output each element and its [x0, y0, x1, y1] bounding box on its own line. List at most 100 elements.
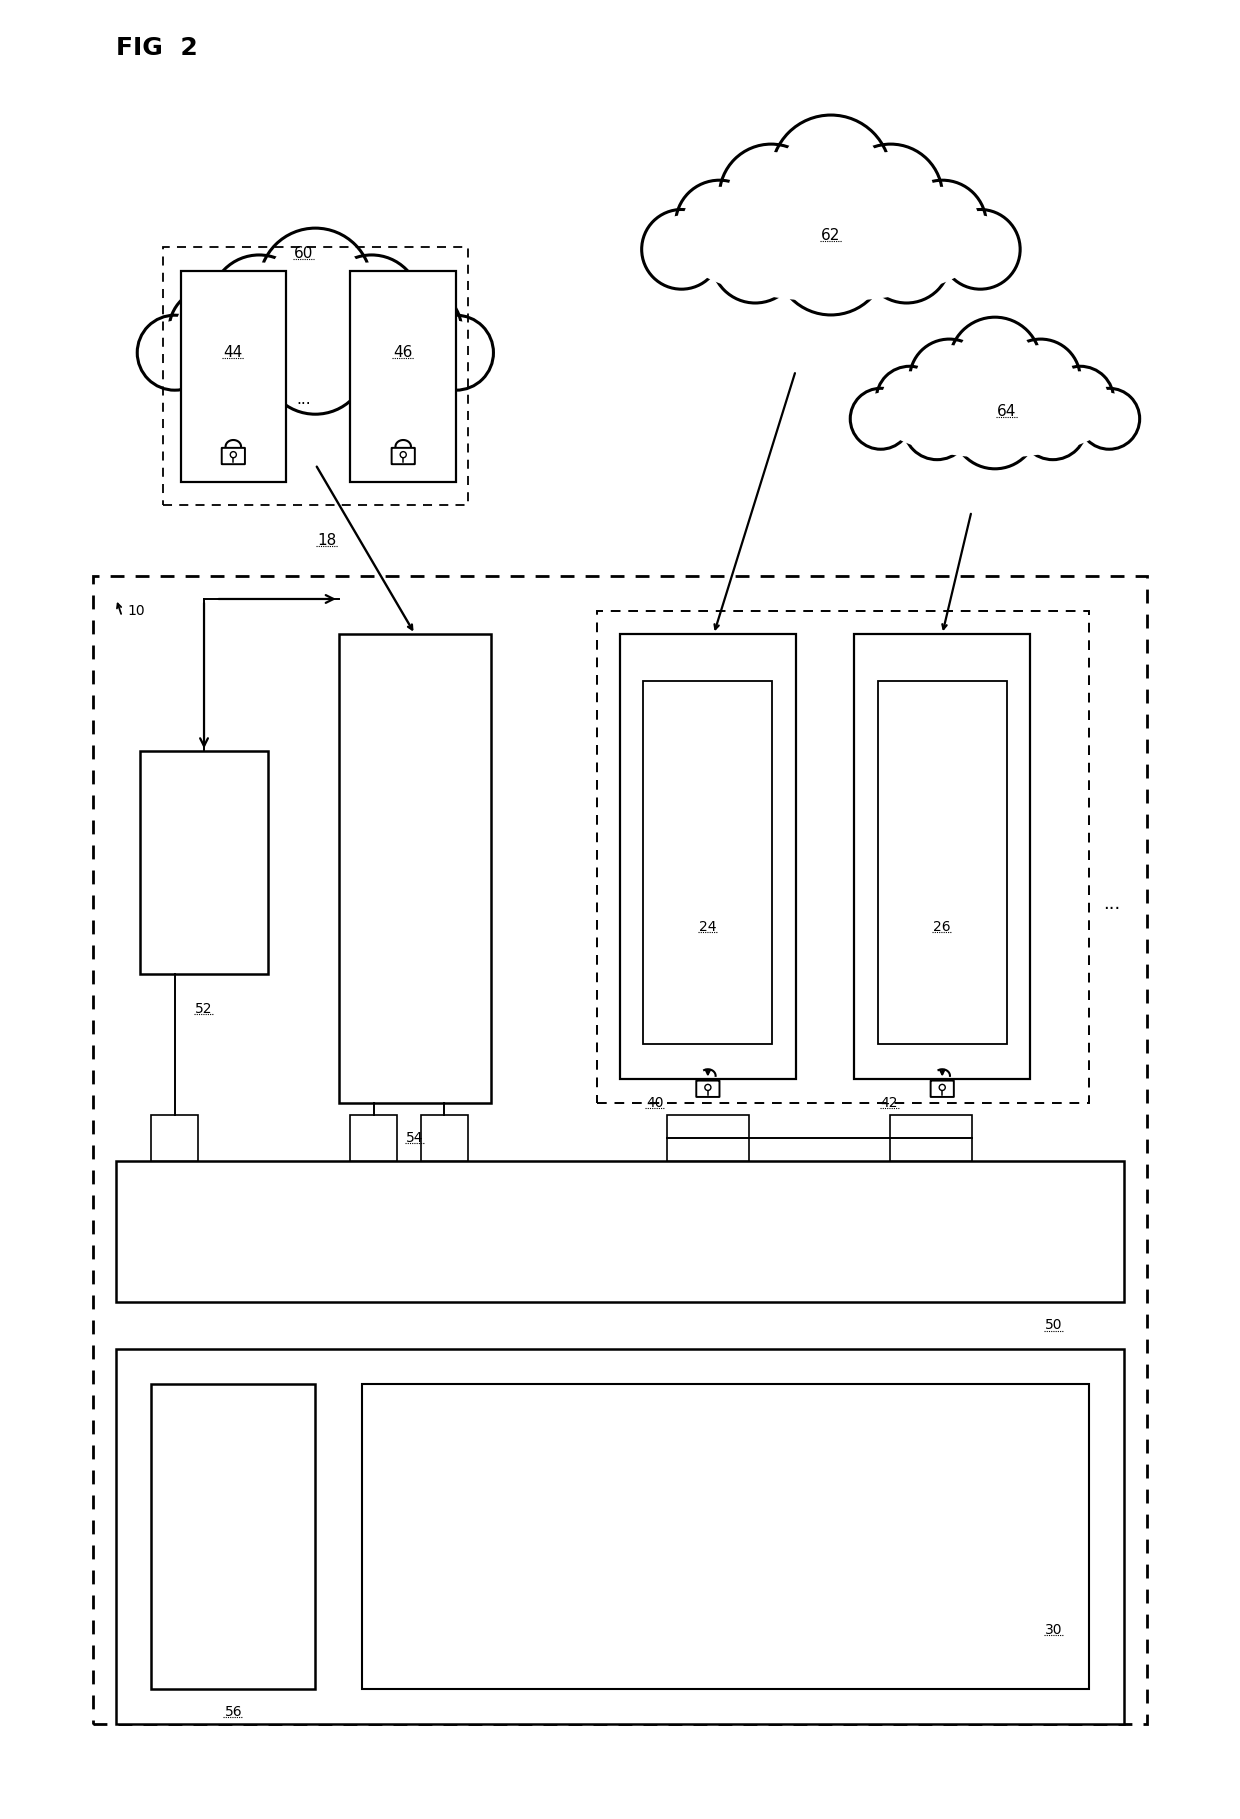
Bar — [151, 1384, 315, 1688]
Bar — [854, 635, 1030, 1079]
Text: 62: 62 — [821, 227, 841, 244]
Bar — [620, 635, 796, 1079]
Circle shape — [847, 151, 935, 240]
Text: ...: ... — [296, 393, 311, 407]
Circle shape — [647, 215, 715, 284]
Circle shape — [346, 320, 428, 404]
Circle shape — [959, 389, 1032, 462]
Text: 64: 64 — [997, 404, 1017, 418]
Bar — [889, 1115, 971, 1161]
Circle shape — [211, 255, 308, 353]
Circle shape — [138, 315, 212, 391]
Circle shape — [322, 255, 420, 353]
Bar — [339, 635, 491, 1102]
Circle shape — [1024, 398, 1081, 455]
Text: 44: 44 — [223, 346, 243, 360]
Circle shape — [330, 262, 413, 346]
Circle shape — [270, 317, 360, 406]
Text: 50: 50 — [1045, 1319, 1063, 1333]
Ellipse shape — [165, 284, 465, 400]
Bar — [362, 1384, 1089, 1688]
Circle shape — [1019, 393, 1086, 460]
Circle shape — [386, 295, 455, 364]
Text: 56: 56 — [224, 1704, 242, 1719]
Circle shape — [851, 387, 911, 449]
Circle shape — [641, 209, 722, 289]
Circle shape — [1047, 366, 1114, 433]
Text: 10: 10 — [128, 604, 145, 618]
Circle shape — [780, 124, 882, 226]
FancyBboxPatch shape — [222, 447, 246, 464]
Bar — [140, 751, 269, 973]
Text: 18: 18 — [317, 533, 337, 548]
Circle shape — [704, 1084, 711, 1090]
Circle shape — [259, 227, 372, 340]
Text: 46: 46 — [393, 346, 413, 360]
Bar — [351, 271, 456, 482]
Circle shape — [210, 327, 279, 397]
Circle shape — [718, 222, 792, 296]
Text: 24: 24 — [699, 920, 717, 935]
Circle shape — [175, 295, 246, 364]
Bar — [117, 1350, 1123, 1724]
Circle shape — [401, 451, 407, 458]
FancyBboxPatch shape — [697, 1080, 719, 1097]
Circle shape — [263, 309, 368, 415]
Text: ...: ... — [1104, 895, 1121, 913]
Circle shape — [910, 338, 988, 418]
Circle shape — [839, 144, 942, 247]
Bar — [351, 1115, 397, 1161]
FancyBboxPatch shape — [931, 1080, 954, 1097]
Circle shape — [351, 327, 422, 397]
Circle shape — [1001, 338, 1080, 418]
Bar — [181, 271, 286, 482]
Circle shape — [905, 187, 980, 262]
Circle shape — [418, 315, 494, 391]
Circle shape — [863, 215, 950, 304]
Circle shape — [909, 398, 966, 455]
Bar — [151, 1115, 198, 1161]
Ellipse shape — [672, 175, 991, 302]
Bar — [596, 611, 1089, 1102]
Circle shape — [424, 320, 487, 384]
Circle shape — [727, 151, 815, 240]
Circle shape — [268, 236, 363, 333]
Circle shape — [231, 451, 237, 458]
Bar — [878, 680, 1007, 1044]
Ellipse shape — [662, 167, 1001, 322]
Circle shape — [950, 317, 1040, 409]
Circle shape — [203, 320, 285, 404]
Circle shape — [775, 204, 887, 315]
Text: 40: 40 — [646, 1095, 663, 1110]
Circle shape — [712, 215, 799, 304]
Circle shape — [854, 393, 906, 444]
Circle shape — [1052, 371, 1109, 427]
Text: 30: 30 — [1045, 1623, 1063, 1637]
Text: 54: 54 — [407, 1131, 424, 1144]
Ellipse shape — [156, 278, 475, 420]
Circle shape — [915, 346, 983, 413]
Circle shape — [877, 366, 944, 433]
Circle shape — [899, 180, 986, 267]
FancyBboxPatch shape — [392, 447, 415, 464]
Circle shape — [939, 1084, 945, 1090]
Circle shape — [940, 209, 1021, 289]
Circle shape — [1084, 393, 1135, 444]
Bar — [420, 1115, 467, 1161]
Ellipse shape — [873, 362, 1117, 458]
Circle shape — [956, 324, 1034, 402]
Circle shape — [882, 371, 939, 427]
Circle shape — [869, 222, 944, 296]
Text: 52: 52 — [195, 1002, 213, 1017]
Circle shape — [143, 320, 207, 384]
Circle shape — [218, 262, 300, 346]
Circle shape — [771, 115, 890, 235]
Text: 60: 60 — [294, 246, 314, 260]
Bar — [93, 575, 1147, 1724]
Circle shape — [904, 393, 971, 460]
Bar — [667, 1115, 749, 1161]
Text: FIG  2: FIG 2 — [117, 36, 198, 60]
Ellipse shape — [866, 358, 1125, 473]
Text: 26: 26 — [934, 920, 951, 935]
Text: 42: 42 — [880, 1095, 898, 1110]
